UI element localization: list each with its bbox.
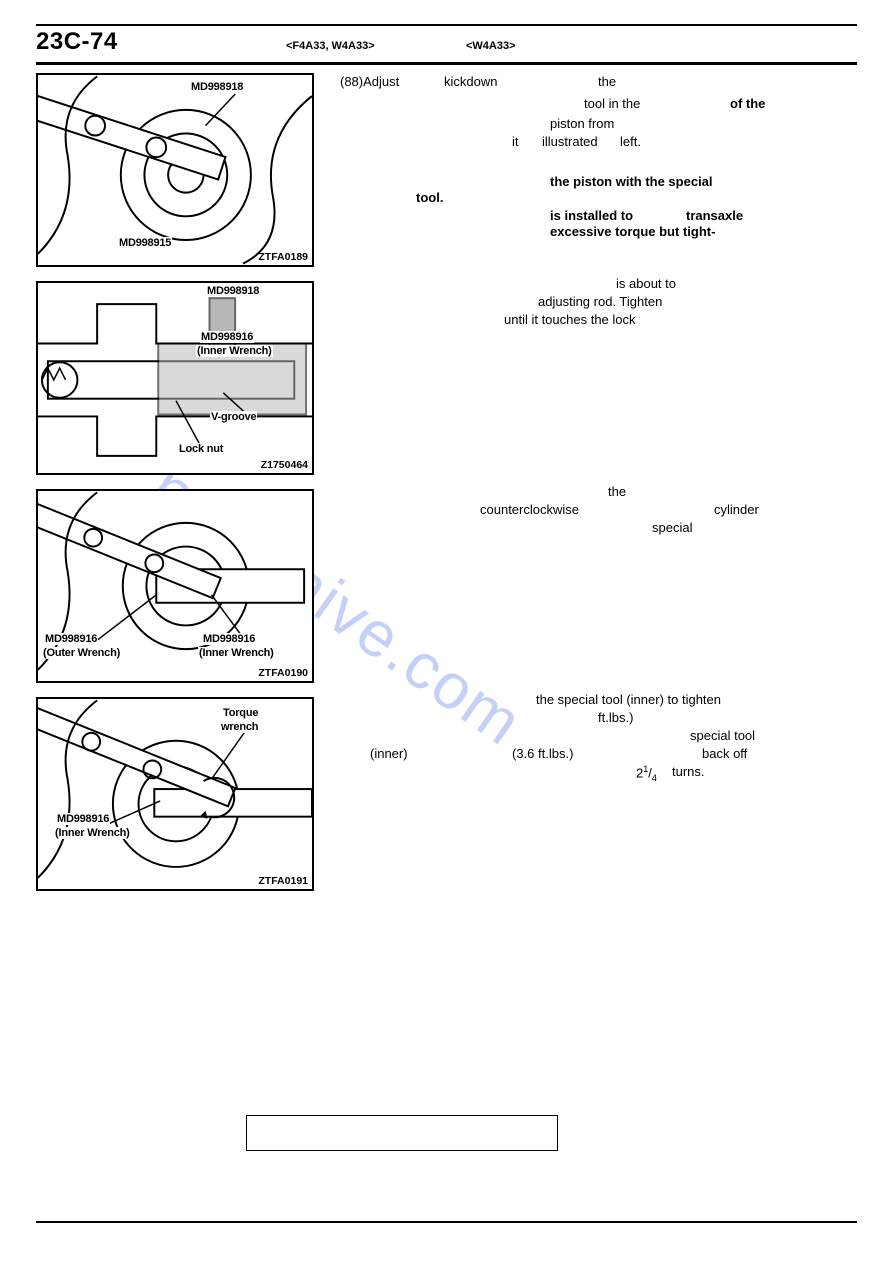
- figure-3-label-d: (Inner Wrench): [198, 647, 275, 659]
- p1-j: the piston with the special: [550, 173, 713, 192]
- p4-i: 4: [652, 773, 657, 783]
- p4-d: (inner): [370, 745, 408, 764]
- figure-1-label-md998915: MD998915: [118, 237, 172, 249]
- figure-4: Torque wrench MD998916 (Inner Wrench) ZT…: [36, 697, 314, 891]
- p2-c: until it touches the lock: [504, 311, 636, 330]
- figure-4-label-inner: (Inner Wrench): [54, 827, 131, 839]
- p4-frac: 21/4: [636, 763, 657, 785]
- p2-b: adjusting rod. Tighten: [538, 293, 662, 312]
- p1-b: kickdown: [444, 73, 497, 92]
- p1-a: (88)Adjust: [340, 73, 399, 92]
- p4-c: special tool: [690, 727, 755, 746]
- para-1: (88)Adjust kickdown the tool in the of t…: [340, 73, 857, 243]
- figure-4-label-torque: Torque: [222, 707, 259, 719]
- p3-b: counterclockwise: [480, 501, 579, 520]
- figure-3-label-a: MD998916: [44, 633, 98, 645]
- p1-c: the: [598, 73, 616, 92]
- header-code-left: <F4A33, W4A33>: [286, 40, 466, 52]
- para-4: the special tool (inner) to tighten ft.l…: [340, 691, 857, 851]
- p3-a: the: [608, 483, 626, 502]
- p1-f: piston from: [550, 115, 614, 134]
- figure-3-label-c: MD998916: [202, 633, 256, 645]
- p4-h: 1: [643, 764, 648, 774]
- figure-2: MD998918 MD998916 (Inner Wrench) V-groov…: [36, 281, 314, 475]
- figure-2-label-vgroove: V-groove: [210, 411, 257, 423]
- p1-k: tool.: [416, 189, 443, 208]
- p3-d: special: [652, 519, 692, 538]
- figure-1-code: ZTFA0189: [258, 251, 308, 263]
- figure-2-label-inner: (Inner Wrench): [196, 345, 273, 357]
- para-3: the counterclockwise cylinder special: [340, 483, 857, 673]
- p4-b: ft.lbs.): [598, 709, 633, 728]
- figure-4-label-md: MD998916: [56, 813, 110, 825]
- p1-n: excessive torque but tight-: [550, 223, 715, 242]
- p1-d: tool in the: [584, 95, 640, 114]
- p4-f: back off: [702, 745, 747, 764]
- end-rule: [36, 1221, 857, 1223]
- para-2: is about to adjusting rod. Tighten until…: [340, 275, 857, 465]
- lower-box: [246, 1115, 558, 1151]
- p4-a: the special tool (inner) to tighten: [536, 691, 721, 710]
- p1-h: illustrated: [542, 133, 598, 152]
- figure-1: MD998918 MD998915 ZTFA0189: [36, 73, 314, 267]
- header-code-right: <W4A33>: [466, 40, 586, 52]
- figure-4-label-wrench: wrench: [220, 721, 259, 733]
- figure-3-code: ZTFA0190: [258, 667, 308, 679]
- figure-4-code: ZTFA0191: [258, 875, 308, 887]
- p1-e: of the: [730, 95, 765, 114]
- page-number: 23C-74: [36, 28, 286, 56]
- figure-2-label-md998916: MD998916: [200, 331, 254, 343]
- figure-2-label-locknut: Lock nut: [178, 443, 224, 455]
- figure-2-label-md998918: MD998918: [206, 285, 260, 297]
- p2-a: is about to: [616, 275, 676, 294]
- figure-3-label-b: (Outer Wrench): [42, 647, 121, 659]
- p4-j: turns.: [672, 763, 705, 782]
- p1-g: it: [512, 133, 519, 152]
- figure-3: MD998916 (Outer Wrench) MD998916 (Inner …: [36, 489, 314, 683]
- figure-2-code: Z1750464: [261, 459, 308, 471]
- figure-1-label-md998918: MD998918: [190, 81, 244, 93]
- p3-c: cylinder: [714, 501, 759, 520]
- p4-e: (3.6 ft.lbs.): [512, 745, 573, 764]
- p1-i: left.: [620, 133, 641, 152]
